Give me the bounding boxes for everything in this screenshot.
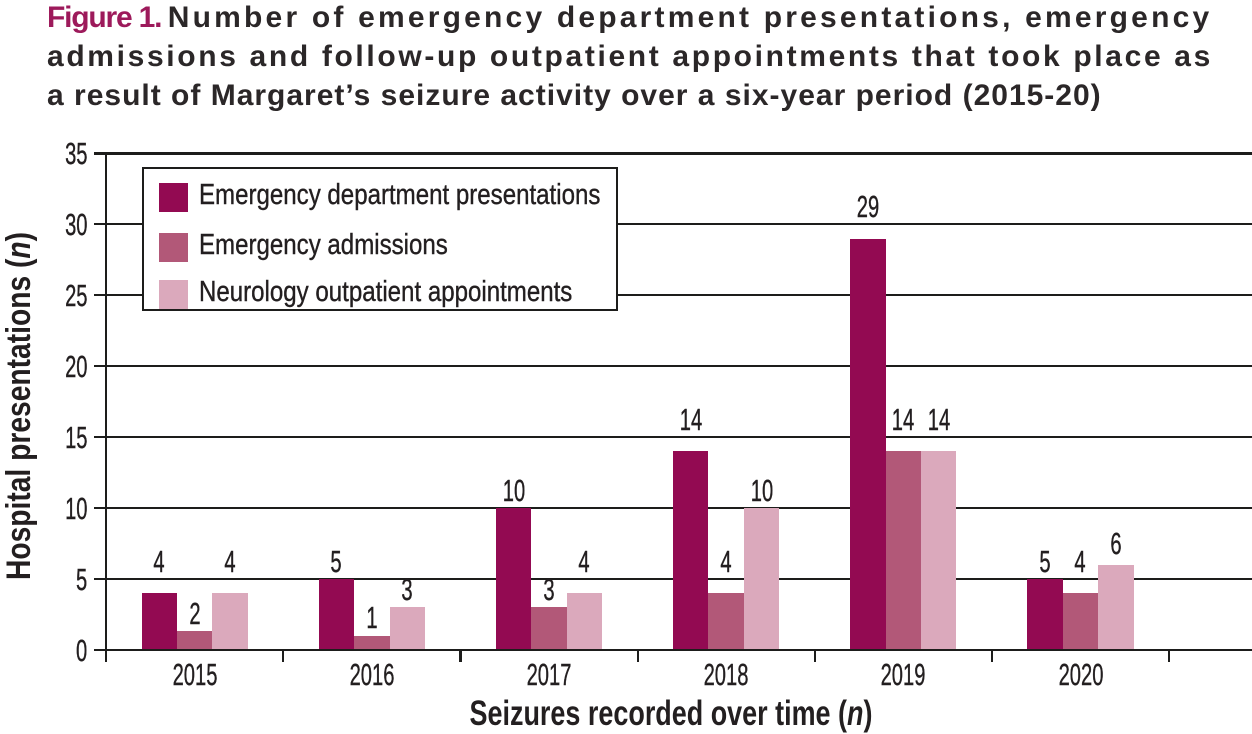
x-tick-4: [813, 649, 816, 662]
bar-value-label-2020-series-3: 6: [1110, 525, 1122, 561]
y-tick-label-0: 0: [76, 632, 88, 668]
x-tick-6: [1168, 649, 1171, 662]
y-tick-30: [94, 223, 106, 226]
bar-value-label-2020-series-1: 5: [1039, 543, 1051, 579]
x-tick-label-2016: 2016: [349, 657, 395, 693]
y-tick-label-20: 20: [65, 349, 88, 385]
y-tick-label-30: 30: [65, 207, 88, 243]
legend-label-1: Emergency department presentations: [198, 179, 601, 212]
y-tick-label-15: 15: [65, 419, 88, 455]
gridline-35: [105, 152, 1252, 155]
bar-value-label-2015-series-1: 4: [153, 543, 165, 579]
x-tick-label-2018: 2018: [703, 657, 749, 693]
y-tick-25: [94, 294, 106, 297]
bar-value-label-2017-series-1: 10: [502, 472, 525, 508]
bar-2019-series-2: [885, 451, 921, 651]
y-tick-5: [94, 577, 106, 581]
y-axis-line: [105, 152, 108, 651]
bar-2017-series-2: [531, 607, 567, 651]
bar-2016-series-1: [318, 578, 355, 651]
x-tick-label-2019: 2019: [880, 657, 926, 693]
bar-2019-series-3: [921, 451, 957, 651]
chart-legend: Emergency department presentations Emerge…: [142, 166, 618, 311]
bar-value-label-2016-series-3: 3: [401, 572, 413, 608]
bar-value-label-2019-series-2: 14: [892, 401, 915, 437]
figure-title-line-2: admissions and follow-up outpatient appo…: [47, 39, 1213, 73]
bar-2020-series-1: [1027, 578, 1063, 651]
y-tick-label-25: 25: [65, 278, 88, 314]
bar-value-label-2019-series-3: 14: [927, 401, 950, 437]
gridline-20: [105, 365, 1252, 368]
bar-value-label-2018-series-1: 14: [679, 401, 702, 437]
gridline-15: [105, 436, 1252, 439]
bar-2016-series-2: [354, 635, 390, 651]
axis-title-italic-n: n: [0, 241, 38, 259]
bar-2018-series-2: [708, 593, 744, 651]
bar-value-label-2015-series-2: 2: [189, 595, 201, 631]
y-tick-10: [94, 506, 106, 510]
x-tick-5: [990, 649, 994, 662]
x-tick-label-2020: 2020: [1058, 657, 1103, 693]
bar-2018-series-1: [672, 451, 709, 651]
figure-title-line-3: a result of Margaret’s seizure activity …: [47, 78, 1102, 112]
bar-value-label-2016-series-1: 5: [330, 543, 342, 579]
legend-label-3: Neurology outpatient appointments: [198, 276, 573, 309]
y-tick-35: [94, 152, 106, 155]
gridline-25: [105, 294, 1252, 297]
legend-swatch-2: [159, 233, 189, 262]
bar-value-label-2017-series-2: 3: [543, 572, 555, 608]
bar-value-label-2015-series-3: 4: [224, 543, 236, 579]
bar-value-label-2020-series-2: 4: [1074, 543, 1087, 579]
bar-2016-series-3: [389, 607, 425, 651]
x-axis-title: Seizures recorded over time (n): [469, 693, 873, 733]
bar-2015-series-1: [141, 593, 177, 651]
figure-title: Figure 1. Number of emergency department…: [47, 0, 1213, 115]
y-axis-title: Hospital presentations (n): [0, 231, 38, 581]
x-tick-1: [282, 649, 285, 662]
figure-title-line-1-text: Number of emergency department presentat…: [156, 1, 1213, 35]
bar-2017-series-1: [495, 508, 532, 651]
y-tick-label-35: 35: [65, 136, 88, 172]
bar-value-label-2017-series-3: 4: [578, 543, 591, 579]
figure-title-line-1: Figure 1. Number of emergency department…: [47, 0, 1213, 38]
figure-number-label: Figure 1.: [47, 1, 162, 35]
y-tick-label-10: 10: [65, 490, 88, 526]
y-tick-15: [94, 436, 106, 439]
legend-label-2: Emergency admissions: [198, 229, 448, 262]
bar-2019-series-1: [850, 238, 886, 651]
bar-2020-series-3: [1098, 564, 1134, 651]
axis-title-italic-n: n: [847, 693, 864, 733]
x-axis-line: [105, 648, 1252, 651]
gridline-30: [105, 223, 1252, 226]
bar-2017-series-3: [566, 593, 603, 651]
bar-value-label-2016-series-2: 1: [366, 600, 378, 636]
x-tick-3: [636, 649, 639, 662]
bar-2020-series-2: [1062, 593, 1099, 651]
x-tick-label-2017: 2017: [526, 657, 572, 693]
legend-swatch-1: [159, 183, 189, 212]
bar-value-label-2019-series-1: 29: [856, 189, 880, 225]
x-tick-label-2015: 2015: [172, 657, 218, 693]
bar-value-label-2018-series-3: 10: [750, 472, 773, 508]
y-tick-20: [94, 365, 106, 368]
y-tick-label-5: 5: [76, 561, 88, 597]
x-tick-0: [105, 649, 108, 662]
bar-2018-series-3: [743, 508, 780, 651]
bar-2015-series-2: [176, 631, 213, 651]
x-tick-2: [459, 649, 462, 662]
y-tick-0: [94, 648, 106, 651]
bar-2015-series-3: [212, 593, 248, 651]
legend-swatch-3: [159, 280, 189, 309]
bar-value-label-2018-series-2: 4: [720, 543, 732, 579]
